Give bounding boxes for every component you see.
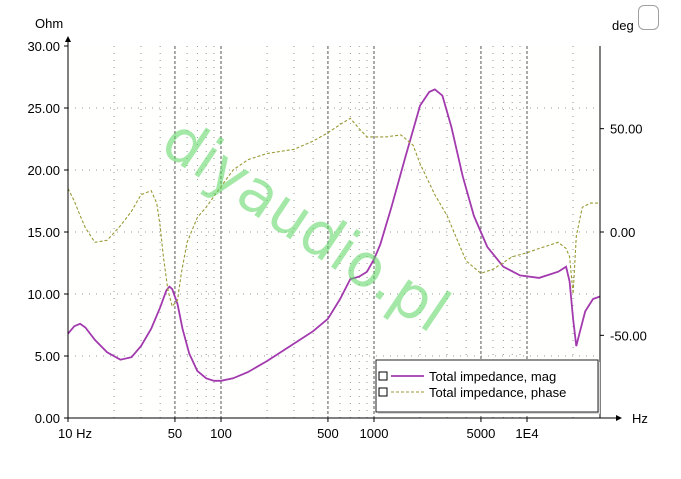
x-tick-label: 100 [210,426,232,441]
series-line [67,117,600,308]
right-tick-label: -50.00 [610,328,647,343]
x-tick-label: 1E4 [515,426,538,441]
right-tick-label: 50.00 [610,122,643,137]
legend-label: Total impedance, mag [429,369,556,384]
x-tick-label: 10 Hz [58,426,92,441]
x-tick-label: 1000 [360,426,389,441]
y-arrow-icon [65,36,71,42]
legend-checkbox-icon [378,387,388,397]
legend-label: Total impedance, phase [429,385,566,400]
right-tick-label: 0.00 [610,225,635,240]
right-axis-unit: deg [612,18,634,33]
series-layer [67,88,601,382]
left-tick-label: 25.00 [27,101,60,116]
left-tick-label: 20.00 [27,163,60,178]
left-axis-unit: Ohm [35,16,63,31]
legend-box [375,359,599,413]
left-tick-label: 30.00 [27,39,60,54]
x-tick-label: 5000 [466,426,495,441]
tick-labels: 0.00 5.00 10.00 15.00 20.00 25.00 30.00 -50.00 0… [27,39,646,441]
left-tick-label: 0.00 [35,411,60,426]
left-tick-label: 15.00 [27,225,60,240]
left-tick-label: 5.00 [35,349,60,364]
x-tick-label: 50 [168,426,182,441]
x-axis-unit: Hz [632,411,648,426]
legend-checkbox-icon [378,371,388,381]
x-arrow-icon [616,415,622,421]
left-tick-label: 10.00 [27,287,60,302]
x-tick-label: 500 [317,426,339,441]
corner-toggle[interactable] [638,5,659,30]
series-line [67,88,601,382]
